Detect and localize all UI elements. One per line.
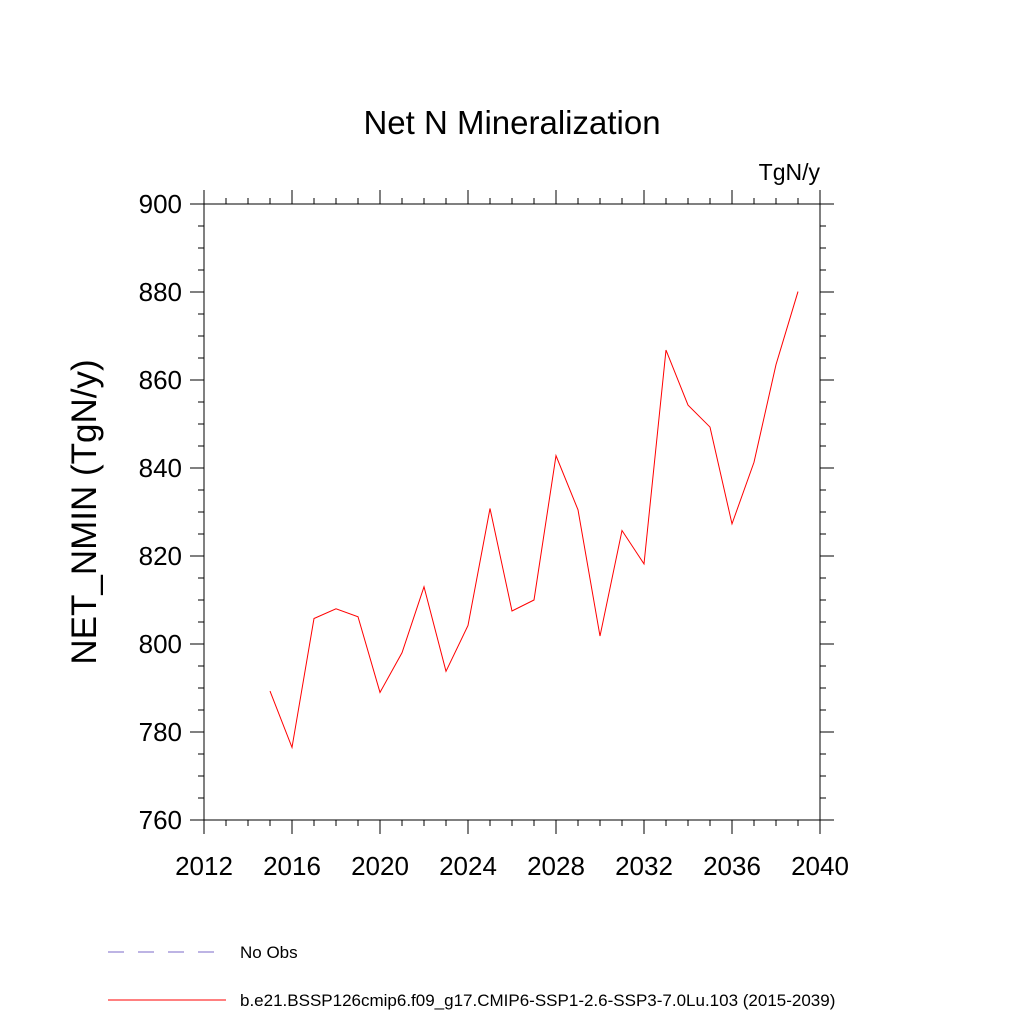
chart-title: Net N Mineralization [363, 104, 660, 141]
y-tick-label: 900 [139, 189, 182, 219]
y-tick-label: 840 [139, 453, 182, 483]
x-tick-label: 2012 [175, 851, 233, 881]
x-tick-label: 2024 [439, 851, 497, 881]
y-tick-label: 860 [139, 365, 182, 395]
x-tick-label: 2020 [351, 851, 409, 881]
x-tick-label: 2032 [615, 851, 673, 881]
y-tick-label: 880 [139, 277, 182, 307]
series-layer [269, 291, 799, 750]
y-tick-label: 820 [139, 541, 182, 571]
legend-label-0: No Obs [240, 943, 298, 962]
axis-ticks [190, 190, 834, 834]
x-tick-label: 2016 [263, 851, 321, 881]
y-tick-label: 800 [139, 629, 182, 659]
y-tick-labels: 760 780 800 820 840 860 880 900 [139, 189, 182, 835]
series-line-1 [269, 291, 799, 750]
plot-frame [203, 203, 821, 821]
y-tick-label: 780 [139, 717, 182, 747]
x-tick-label: 2028 [527, 851, 585, 881]
y-tick-label: 760 [139, 805, 182, 835]
x-tick-label: 2036 [703, 851, 761, 881]
legend: No Obs b.e21.BSSP126cmip6.f09_g17.CMIP6-S… [108, 943, 835, 1010]
units-label: TgN/y [759, 159, 821, 185]
x-tick-label: 2040 [791, 851, 849, 881]
x-tick-labels: 2012 2016 2020 2024 2028 2032 2036 2040 [175, 851, 849, 881]
legend-label-1: b.e21.BSSP126cmip6.f09_g17.CMIP6-SSP1-2.… [240, 991, 835, 1010]
y-axis-label: NET_NMIN (TgN/y) [65, 359, 104, 664]
